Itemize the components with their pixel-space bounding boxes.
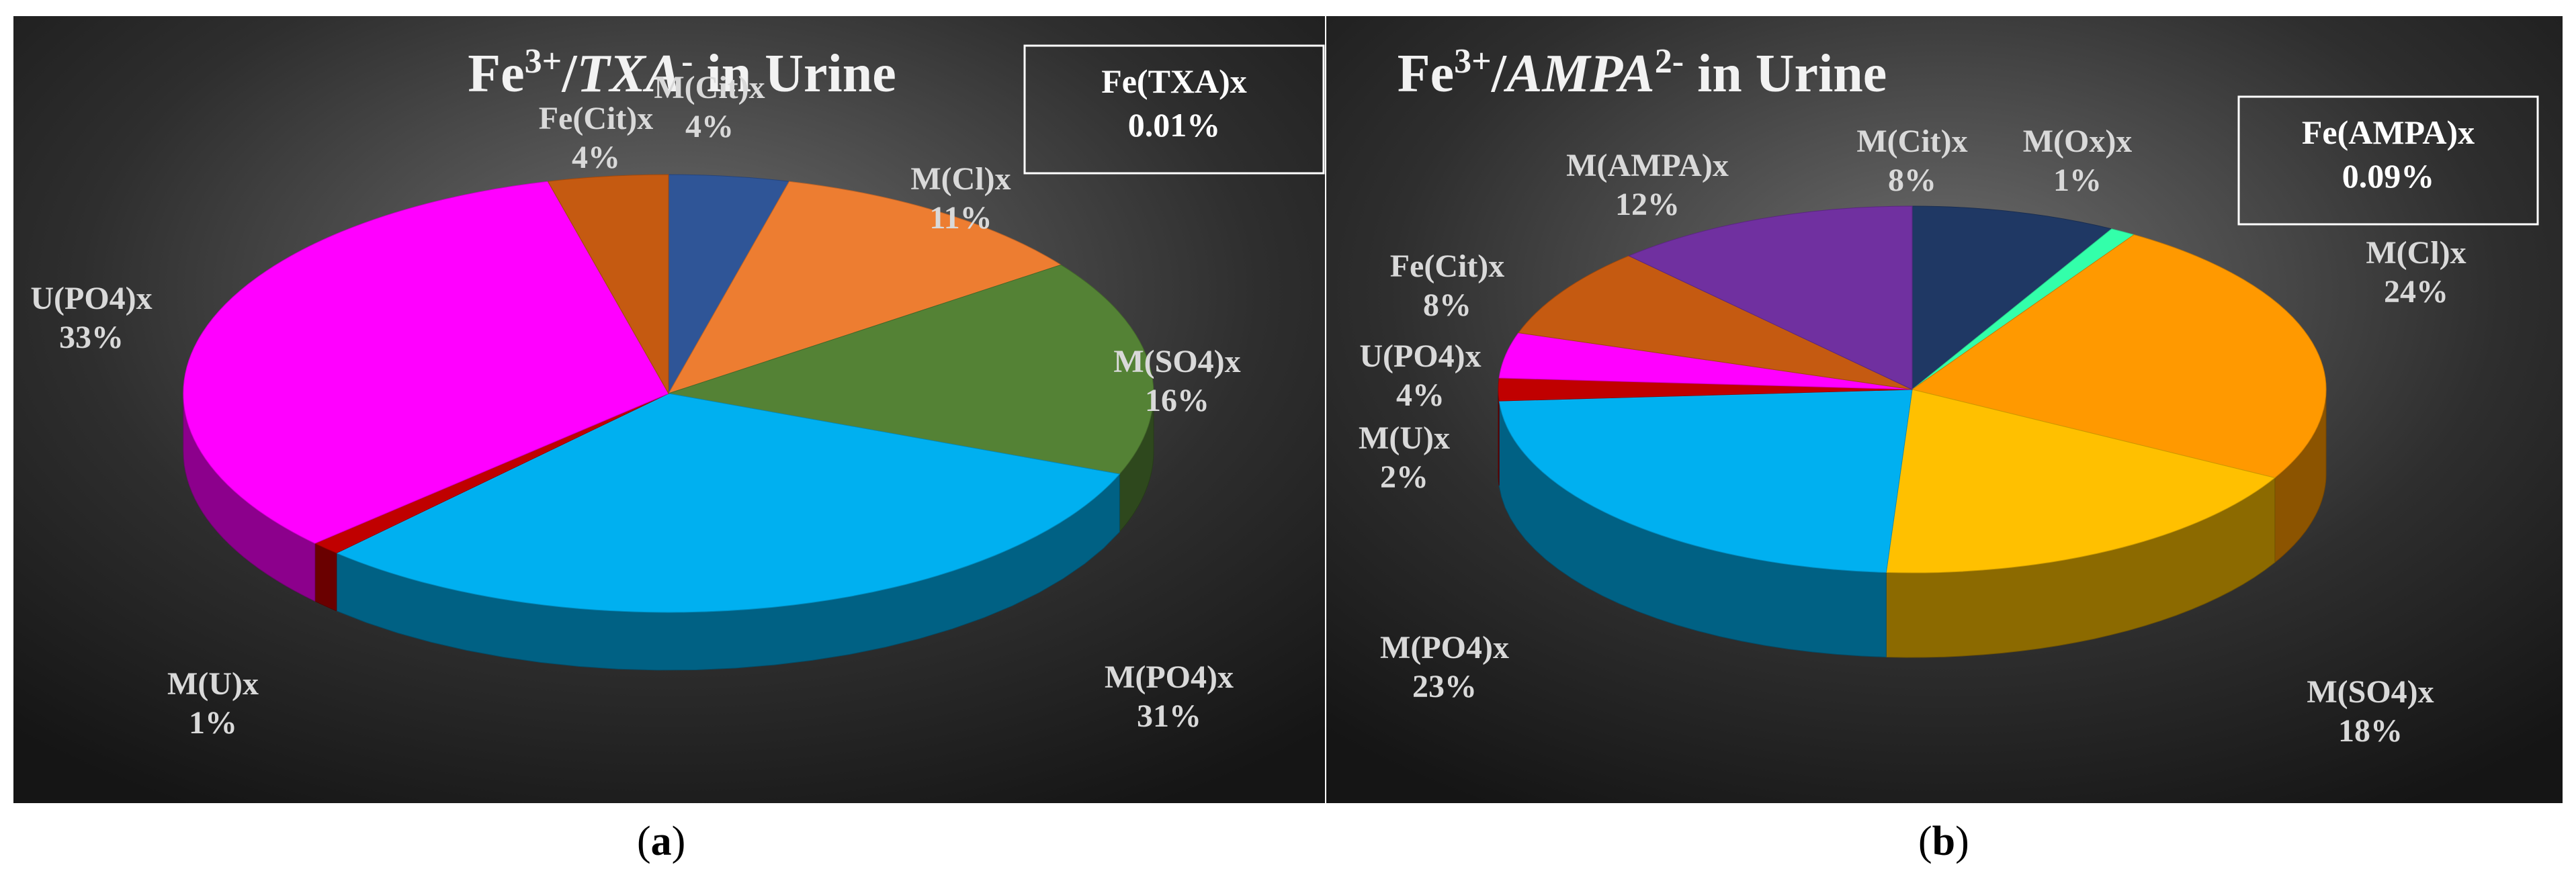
pie-slice-9 xyxy=(1628,205,1913,390)
slice-label-name: U(PO4)x xyxy=(1359,338,1481,374)
pie-slice-6 xyxy=(183,181,669,544)
slice-label-name: M(Cl)x xyxy=(910,161,1011,197)
note-box-value: 0.09% xyxy=(2342,157,2435,195)
caption-b: (b) xyxy=(1918,819,1969,864)
slice-label-value: 12% xyxy=(1615,187,1680,222)
slice-label-name: M(U)x xyxy=(1359,420,1450,456)
slice-label-value: 4% xyxy=(572,140,620,175)
slice-label-name: M(Ox)x xyxy=(2023,124,2133,159)
slice-label-value: 8% xyxy=(1888,163,1936,198)
slice-label-name: Fe(Cit)x xyxy=(539,101,654,136)
caption-a: (a) xyxy=(637,819,686,864)
pie-side-6 xyxy=(1498,389,1500,486)
pie-slice-4 xyxy=(335,393,1121,613)
chart-title: Fe3+/AMPA2- in Urine xyxy=(1398,42,1887,104)
slice-label-value: 33% xyxy=(59,320,124,355)
pie-slices xyxy=(183,174,1154,613)
chart-panel-a: Fe3+/TXA- in Urine Fe(TXA)x 0.01% M(Cit)x 4%… xyxy=(13,16,1325,803)
slice-label-value: 8% xyxy=(1423,287,1471,323)
chart-panel-b: Fe3+/AMPA2- in Urine Fe(AMPA)x 0.09% M(Cit)… xyxy=(1326,16,2563,803)
note-box: Fe(TXA)x 0.01% xyxy=(1023,44,1325,175)
pie-slice-2 xyxy=(667,181,1062,394)
slice-label-value: 24% xyxy=(2384,274,2448,310)
slice-label-value: 18% xyxy=(2338,713,2403,749)
pie-slice-3 xyxy=(668,264,1154,475)
slice-label-value: 1% xyxy=(2053,163,2102,198)
slice-label-value: 4% xyxy=(1396,377,1445,413)
slice-label-name: M(AMPA)x xyxy=(1566,148,1729,183)
slice-label-name: M(U)x xyxy=(167,666,259,702)
pie-slice-4 xyxy=(1885,389,2276,573)
slice-label-value: 16% xyxy=(1145,383,1209,418)
pie-chart-b: Fe3+/AMPA2- in UrineFe(AMPA)x0.09%M(Cit)… xyxy=(1326,16,2563,803)
slice-label-value: 11% xyxy=(929,200,992,236)
slice-label-name: M(PO4)x xyxy=(1105,659,1234,695)
pie-slice-5 xyxy=(1498,389,1913,573)
slice-label-name: M(Cit)x xyxy=(654,70,765,105)
note-box-value: 0.01% xyxy=(1128,106,1221,144)
note-box-label: Fe(TXA)x xyxy=(1101,62,1247,100)
note-box-label: Fe(AMPA)x xyxy=(2302,113,2475,151)
note-box: Fe(AMPA)x 0.09% xyxy=(2237,95,2539,226)
pie-slice-1 xyxy=(668,174,790,395)
slice-label-value: 2% xyxy=(1380,459,1428,495)
slice-label-value: 4% xyxy=(685,109,734,144)
slice-label-value: 23% xyxy=(1412,669,1477,704)
slice-label-name: M(SO4)x xyxy=(2307,674,2434,710)
pie-slice-3 xyxy=(1911,234,2327,479)
pie-slice-7 xyxy=(547,174,669,395)
slice-label-name: M(Cit)x xyxy=(1856,124,1967,159)
pie-slices xyxy=(1498,205,2327,573)
pie-side-5 xyxy=(314,543,337,612)
slice-label-name: M(SO4)x xyxy=(1113,344,1240,379)
slice-label-name: U(PO4)x xyxy=(30,281,152,316)
slice-label-name: Fe(Cit)x xyxy=(1390,248,1505,284)
pie-chart-a: Fe3+/TXA- in Urine Fe(TXA)x 0.01% M(Cit)x 4%… xyxy=(13,16,1325,803)
slice-labels: M(Cit)x 4% M(Cl)x11% M(SO4)x 16% M(PO4)x31% M(… xyxy=(30,70,1240,741)
slice-label-value: 1% xyxy=(189,705,237,741)
chart-title: Fe3+/TXA- in Urine xyxy=(468,42,896,104)
slice-labels: M(Cit)x 8% M(Ox)x 1% M(Cl)x24% M(SO4)x18% M(PO… xyxy=(1359,124,2466,749)
slice-label-value: 31% xyxy=(1137,698,1201,734)
pie-slice-8 xyxy=(1518,255,1913,390)
pie-slice-1 xyxy=(1912,205,2112,391)
slice-label-name: M(Cl)x xyxy=(2366,235,2466,271)
slice-label-name: M(PO4)x xyxy=(1380,630,1509,665)
